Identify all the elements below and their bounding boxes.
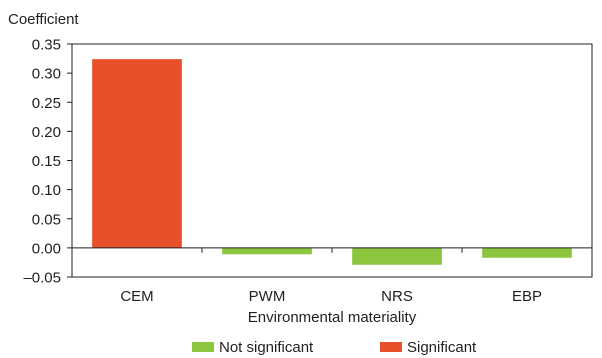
y-tick-label: 0.30	[32, 66, 61, 83]
plot-area	[71, 43, 593, 278]
y-tick-label: 0.00	[32, 240, 61, 257]
legend-item: Significant	[380, 339, 477, 356]
bar-nrs	[352, 247, 442, 265]
plot-frame	[71, 43, 593, 278]
y-axis-label: Coefficient	[8, 11, 79, 28]
y-tick-label: 0.25	[32, 95, 61, 112]
x-tick-label: NRS	[381, 288, 413, 305]
bar-pwm	[222, 247, 312, 255]
bars	[92, 59, 572, 265]
y-tick-label: 0.35	[32, 37, 61, 54]
legend-swatch	[380, 342, 402, 352]
y-tick-label: 0.10	[32, 182, 61, 199]
x-tick-label: EBP	[512, 288, 542, 305]
x-tick-label: CEM	[120, 288, 153, 305]
y-tick-label: 0.05	[32, 211, 61, 228]
x-tick-label: PWM	[249, 288, 286, 305]
y-tick-label: 0.15	[32, 153, 61, 170]
legend: Not significant Significant	[192, 339, 477, 356]
bar-ebp	[482, 247, 572, 258]
x-axis-ticks: CEM PWM NRS EBP	[120, 247, 542, 305]
legend-item: Not significant	[192, 339, 314, 356]
x-axis-label: Environmental materiality	[248, 309, 417, 326]
legend-label: Significant	[407, 339, 477, 356]
y-axis-ticks: –0.05 0.00 0.05 0.10 0.15 0.20 0.25 0.30 0.35	[23, 37, 72, 287]
y-tick-label: 0.20	[32, 124, 61, 141]
legend-label: Not significant	[219, 339, 314, 356]
legend-swatch	[192, 342, 214, 352]
bar-cem	[92, 59, 182, 248]
y-tick-label: –0.05	[23, 270, 61, 287]
